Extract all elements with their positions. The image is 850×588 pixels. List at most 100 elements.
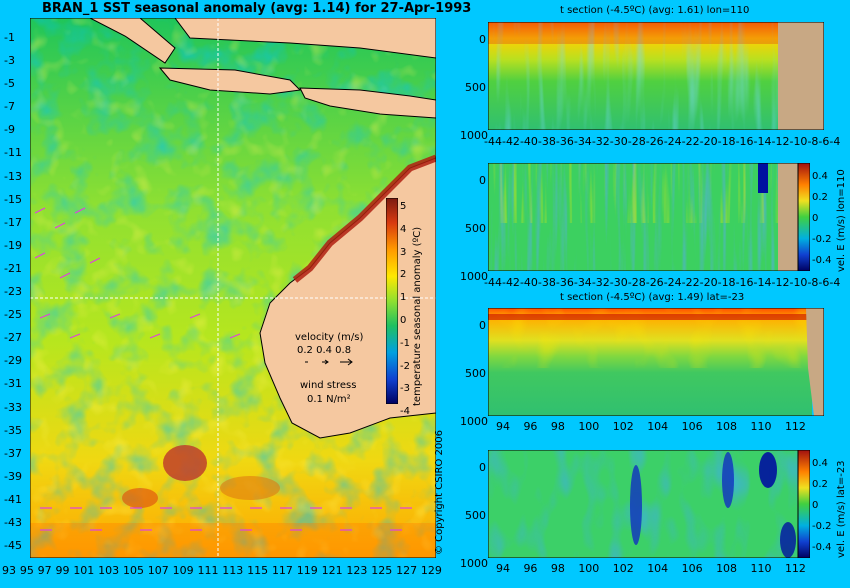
x-tick: -4 <box>829 135 841 148</box>
x-tick: -6 <box>818 135 830 148</box>
lon-tick: 101 <box>73 564 95 577</box>
x-tick: -28 <box>627 276 646 289</box>
lat-tick: -25 <box>4 308 22 322</box>
x-tick: -4 <box>829 276 841 289</box>
velocity-legend-arrows <box>305 358 353 366</box>
x-tick: 108 <box>716 420 738 433</box>
x-tick: -22 <box>681 276 700 289</box>
lat-tick: -45 <box>4 539 22 553</box>
lat-tick: -31 <box>4 377 22 391</box>
x-tick: -44 <box>484 135 502 148</box>
x-tick: -18 <box>717 276 736 289</box>
x-tick: -36 <box>555 135 574 148</box>
hot-patch <box>220 476 280 500</box>
x-tick: -38 <box>537 135 556 148</box>
lat-tick: -13 <box>4 169 22 183</box>
x-tick: -8 <box>807 276 819 289</box>
x-tick: -20 <box>699 276 718 289</box>
lat-tick: -37 <box>4 446 22 460</box>
vel-colorbar-tick: 0.2 <box>812 479 828 490</box>
lat-tick: -33 <box>4 400 22 414</box>
vel-colorbar-2 <box>798 450 810 558</box>
x-tick: -8 <box>807 135 819 148</box>
y-tick: 1000 <box>460 270 488 283</box>
lon-tick: 119 <box>296 564 318 577</box>
sst-colorbar <box>386 198 398 404</box>
x-tick: -10 <box>789 276 808 289</box>
lon-tick: 127 <box>396 564 418 577</box>
x-tick: -10 <box>789 135 808 148</box>
lon-tick: 117 <box>271 564 293 577</box>
lat-tick: -35 <box>4 423 22 437</box>
lon-tick: 129 <box>420 564 442 577</box>
x-tick: -12 <box>771 135 790 148</box>
wind-legend-label: wind stress <box>300 380 357 391</box>
vel-colorbar-tick: -0.2 <box>812 234 832 245</box>
y-tick: 1000 <box>460 129 488 142</box>
x-tick: -30 <box>609 135 628 148</box>
velsection-lon110 <box>488 163 798 271</box>
x-tick: -42 <box>501 135 520 148</box>
x-tick: 102 <box>612 562 634 575</box>
x-tick: 112 <box>784 562 806 575</box>
vel-colorbar-tick: 0.4 <box>812 458 828 469</box>
vel-colorbar-tick: -0.4 <box>812 542 832 553</box>
sst-colorbar-tick: 4 <box>400 223 407 235</box>
y-tick: 0 <box>479 174 486 187</box>
x-tick: 96 <box>523 562 538 575</box>
x-tick: 98 <box>550 420 565 433</box>
lat-tick: -19 <box>4 238 22 252</box>
sst-colorbar-tick: 5 <box>400 201 407 212</box>
x-tick: 100 <box>578 420 600 433</box>
panel1-x-axis: -44 -42 -40 -38 -36 -34 -32 -30 -28 -26 -24 -22 -20-… <box>484 135 840 148</box>
sst-colorbar-tick: 1 <box>400 292 407 304</box>
java-land <box>158 67 302 95</box>
x-tick: 94 <box>496 562 510 575</box>
x-tick: -16 <box>735 135 754 148</box>
y-tick: 500 <box>465 367 486 380</box>
sst-colorbar-label: temperature seasonal anomaly (ºC) <box>412 226 423 406</box>
x-tick: -6 <box>818 276 830 289</box>
x-tick: -32 <box>591 276 610 289</box>
x-tick: -24 <box>663 135 682 148</box>
panel4-x-axis: 94 96 98 100 102 104 106 108 110 112 <box>496 562 806 575</box>
x-tick: -14 <box>753 276 772 289</box>
x-tick: -34 <box>573 276 592 289</box>
x-tick: 110 <box>750 420 772 433</box>
wind-stress-arrows <box>34 207 412 531</box>
x-tick: 112 <box>784 420 806 433</box>
vel-side-label-2: vel. E (m/s) lat=-23 <box>836 460 847 558</box>
y-tick: 1000 <box>460 557 488 570</box>
x-tick: -22 <box>681 135 700 148</box>
x-tick: -40 <box>519 135 538 148</box>
lon-tick: 99 <box>55 564 70 577</box>
x-tick: -30 <box>609 276 628 289</box>
lesser-sunda-land <box>299 87 436 119</box>
x-tick: -20 <box>699 135 718 148</box>
lat-tick: -5 <box>4 77 15 91</box>
sst-colorbar-tick: -3 <box>400 383 410 395</box>
x-tick: -16 <box>735 276 754 289</box>
x-tick: -36 <box>555 276 574 289</box>
x-tick: -40 <box>519 276 538 289</box>
panel1-y-axis: 0 500 1000 <box>460 16 488 160</box>
sst-colorbar-tick: 2 <box>400 269 407 281</box>
lat-tick: -3 <box>4 54 15 68</box>
panel2-x-axis: -44 -42 -40 -38 -36 -34 -32 -30 -28 -26 -24 -22 -20-… <box>484 276 840 289</box>
x-tick: -42 <box>501 276 520 289</box>
x-tick: -24 <box>663 276 682 289</box>
lat-tick: -41 <box>4 492 22 506</box>
lon-tick: 95 <box>19 564 34 577</box>
sumatra-land <box>89 18 176 64</box>
x-tick: 94 <box>496 420 510 433</box>
tsection-lon110 <box>488 22 824 130</box>
lat-tick: -43 <box>4 515 22 529</box>
panel2-y-axis: 0 500 1000 <box>460 157 488 301</box>
x-tick: 98 <box>550 562 565 575</box>
velocity-legend-label: velocity (m/s) <box>295 332 364 343</box>
lon-tick: 97 <box>37 564 52 577</box>
nw-shelf-warm-band <box>292 154 436 283</box>
lon-tick: 123 <box>346 564 368 577</box>
vel-colorbar-1-ticks: 0.4 0.2 0 -0.2 -0.4 <box>812 166 832 271</box>
velsection-lat23 <box>488 450 798 558</box>
